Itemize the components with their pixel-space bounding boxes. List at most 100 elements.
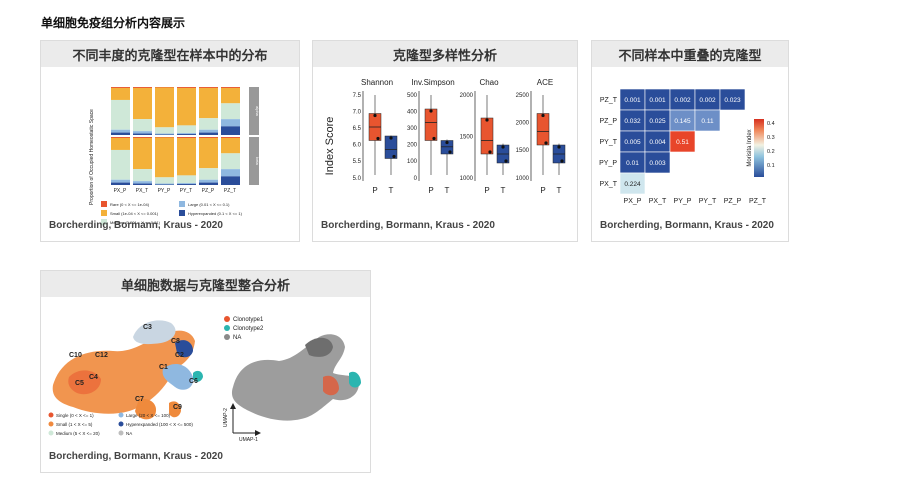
sample-tick-label: PX_T (136, 188, 149, 194)
umap-y-label: UMAP-2 (223, 408, 229, 427)
box-point (504, 159, 508, 163)
card-clonotype-abundance: 不同丰度的克隆型在样本中的分布 Proportion of Occupied H… (40, 40, 300, 242)
heatmap-col-label: PZ_P (724, 198, 742, 205)
stack-segment (155, 87, 174, 128)
card-clonotype-overlap: 不同样本中重叠的克隆型 PZ_T 0.001 0.001 0.002 0.002 0.02… (591, 40, 789, 242)
box-point (488, 150, 492, 154)
group-label: P (372, 186, 377, 195)
panel-tick-label: 100 (407, 159, 418, 165)
sample-tick-label: PY_T (180, 188, 193, 194)
heatmap-cell-value: 0.023 (724, 97, 741, 104)
stack-segment (133, 169, 152, 182)
heatmap-col-label: PX_P (624, 198, 642, 205)
stack-segment (199, 118, 218, 130)
frequency-label: NA (126, 431, 132, 436)
stack-segment (111, 182, 130, 185)
heatmap-cell-value: 0.002 (699, 97, 716, 104)
stack-segment (111, 99, 130, 130)
stack-segment (111, 137, 130, 138)
stack-segment (221, 137, 240, 138)
legend-label: Small (1e-04 < X <= 0.001) (110, 211, 159, 216)
panel-tick-label: 6.0 (353, 143, 362, 149)
stack-segment (111, 87, 130, 88)
morisita-legend-title: Morisita Index (747, 129, 753, 166)
stack-segment (133, 131, 152, 134)
card-citation: Borcherding, Bormann, Kraus - 2020 (600, 220, 774, 231)
panel-tick-label: 1000 (516, 176, 530, 182)
cluster-labels: C1 C2 C3 C4 C5 C6 C7 C8 C9 C10 C12 (69, 324, 198, 411)
panel-title: ACE (537, 78, 553, 87)
stack-segment (177, 183, 196, 185)
diversity-boxplot-figure: Index Score Shannon 7.5 7.0 6.5 6.0 5.5 5.0 P T I… (324, 78, 566, 195)
sample-tick-label: PZ_P (202, 188, 215, 194)
stack-segment (199, 168, 218, 180)
stack-segment (177, 134, 196, 135)
clonotype-legend: Clonotype1 Clonotype2 NA (224, 316, 264, 341)
frequency-swatch (118, 421, 124, 427)
stack-segment (155, 137, 174, 178)
heatmap-cell-value: 0.032 (624, 118, 641, 125)
panel-tick-label: 5.0 (353, 176, 362, 182)
heatmap-cell-value: 0.025 (649, 118, 666, 125)
cluster-label: C2 (175, 352, 184, 359)
facet-beta-bars (111, 137, 240, 185)
box-point (560, 159, 564, 163)
panel-tick-label: 200 (407, 143, 418, 149)
clonotype-label: NA (233, 335, 241, 341)
box-P (480, 117, 494, 155)
facet-alpha-bars (111, 87, 240, 135)
legend-swatch (101, 219, 107, 225)
stack-segment (133, 183, 152, 185)
page-title: 单细胞免疫组分析内容展示 (41, 16, 186, 30)
morisita-tick-label: 0.1 (767, 163, 775, 169)
stack-segment (111, 87, 130, 100)
box-point (544, 141, 548, 145)
clonotype-swatch (224, 325, 230, 331)
panel-tick-label: 1000 (460, 176, 474, 182)
box-point (448, 150, 452, 154)
card-citation: Borcherding, Bormann, Kraus - 2020 (49, 220, 223, 231)
legend-swatch (179, 201, 185, 207)
frequency-label: Small (1 < X <= 5) (56, 422, 93, 427)
stack-segment (221, 103, 240, 120)
cluster-label: C9 (173, 404, 182, 411)
card-title: 不同丰度的克隆型在样本中的分布 (41, 41, 299, 67)
card-citation: Borcherding, Bormann, Kraus - 2020 (49, 451, 223, 462)
stack-segment (133, 137, 152, 138)
box-point (557, 145, 561, 149)
heatmap-col-label: PY_T (699, 198, 717, 205)
panel-tick-label: 2500 (516, 93, 530, 99)
group-label: P (428, 186, 433, 195)
stack-segment (111, 129, 130, 133)
heatmap-col-label: PZ_T (749, 198, 767, 205)
stack-segment (155, 133, 174, 135)
cluster-label: C12 (95, 352, 108, 359)
legend-swatch (101, 201, 107, 207)
stack-segment (177, 175, 196, 184)
group-label: T (501, 186, 506, 195)
stack-segment (221, 137, 240, 154)
umap-x-label: UMAP-1 (239, 437, 258, 443)
stack-segment (177, 137, 196, 138)
panel-title: Shannon (361, 78, 393, 87)
stack-segment (199, 87, 218, 88)
cluster-label: C10 (69, 352, 82, 359)
stack-segment (177, 184, 196, 185)
cluster-label: C7 (135, 396, 144, 403)
heatmap-row-label: PY_T (599, 139, 617, 146)
heatmap-col-label: PX_T (649, 198, 667, 205)
card-clonotype-diversity: 克隆型多样性分析 Index Score Shannon 7.5 7.0 6.5 6.0… (312, 40, 578, 242)
overlap-heatmap: PZ_T 0.001 0.001 0.002 0.002 0.023 PZ_P 0.032 0.… (599, 89, 767, 205)
heatmap-cell-value: 0.51 (676, 139, 689, 146)
panel-tick-label: 7.5 (353, 93, 362, 99)
legend-swatch (101, 210, 107, 216)
stack-segment (221, 153, 240, 170)
cluster-label: C5 (75, 380, 84, 387)
group-label: T (557, 186, 562, 195)
panel-tick-label: 2000 (460, 93, 474, 99)
card-citation: Borcherding, Bormann, Kraus - 2020 (321, 220, 495, 231)
heatmap-cell-value: 0.003 (649, 160, 666, 167)
umap-clusters-plot (52, 320, 203, 420)
morisita-ticks: 0.4 0.3 0.2 0.1 (767, 121, 775, 169)
stack-segment (199, 182, 218, 185)
